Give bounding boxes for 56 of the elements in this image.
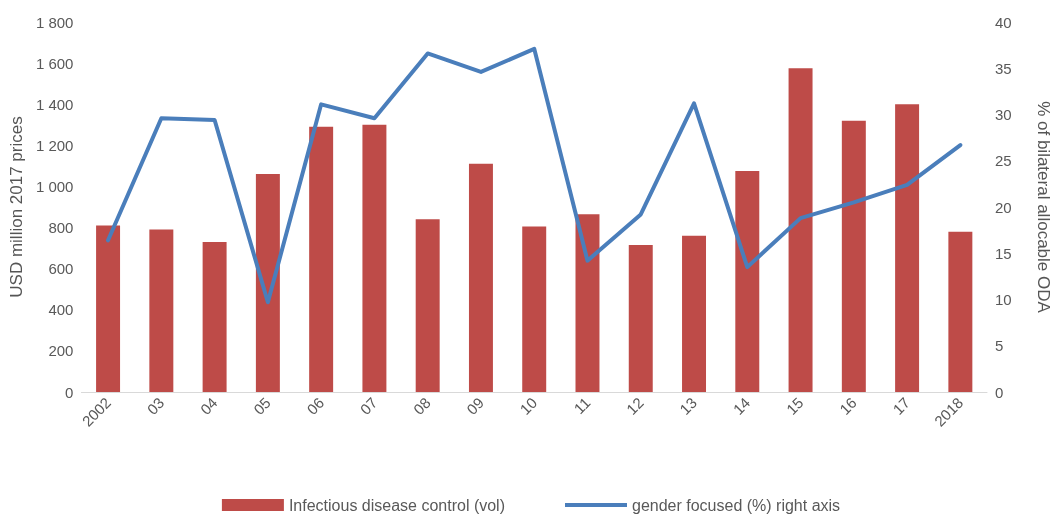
y-tick-label: 600 [48,260,74,278]
y-tick-label: 1 000 [35,177,74,195]
y-axis-title: USD million 2017 prices [7,116,26,298]
y-tick-label: 1 800 [35,13,74,31]
line-series [106,46,963,305]
bar [96,225,121,392]
legend-label: gender focused (%) right axis [632,496,841,514]
bar [415,219,440,392]
y-tick-label: 800 [48,219,74,237]
y-tick-label: 1 600 [35,54,74,72]
x-tick-label: 13 [676,393,701,418]
bar [895,104,920,392]
x-tick-label: 08 [409,393,434,418]
y-tick-label: 200 [48,342,74,360]
x-tick-label: 04 [196,393,221,418]
bar [309,126,334,392]
bar [841,120,866,392]
x-tick-label: 11 [570,393,594,418]
x-tick-label: 12 [622,393,647,418]
x-tick-label: 07 [356,393,381,418]
y2-tick-label: 25 [995,152,1012,170]
x-tick-label: 15 [782,393,807,418]
y-tick-label: 400 [48,301,74,319]
y2-tick-label: 30 [995,106,1012,123]
x-tick-label: 14 [729,393,754,418]
y2-tick-label: 20 [995,198,1012,216]
bar [202,241,227,392]
legend-label: Infectious disease control (vol) [288,496,506,514]
y2-axis-title: % of bilateral allocable ODA [1034,101,1053,314]
bar [149,229,174,392]
x-tick-label: 16 [836,393,860,418]
y2-tick-label: 5 [995,337,1004,355]
y-tick-label: 0 [65,383,74,401]
bar [628,245,653,392]
y2-tick-label: 0 [995,383,1004,401]
bar [468,163,493,392]
y-tick-label: 1 200 [35,136,74,154]
y2-tick-label: 40 [995,13,1012,31]
bar [362,124,387,392]
bar [522,226,547,392]
x-tick-label: 03 [143,393,168,418]
bar [948,231,973,392]
x-tick-label: 06 [303,393,328,418]
bar [682,235,707,392]
y-tick-label: 1 400 [35,95,74,113]
bar [788,68,813,392]
bar [735,171,760,392]
x-tick-label: 10 [516,393,541,418]
y2-tick-label: 15 [995,244,1012,262]
x-tick-label: 09 [463,393,487,418]
y2-tick-label: 35 [995,59,1012,77]
bar [255,174,280,392]
x-tick-label: 05 [250,393,274,418]
y2-tick-label: 10 [995,291,1012,308]
x-tick-label: 17 [889,393,914,418]
bar [575,214,600,392]
